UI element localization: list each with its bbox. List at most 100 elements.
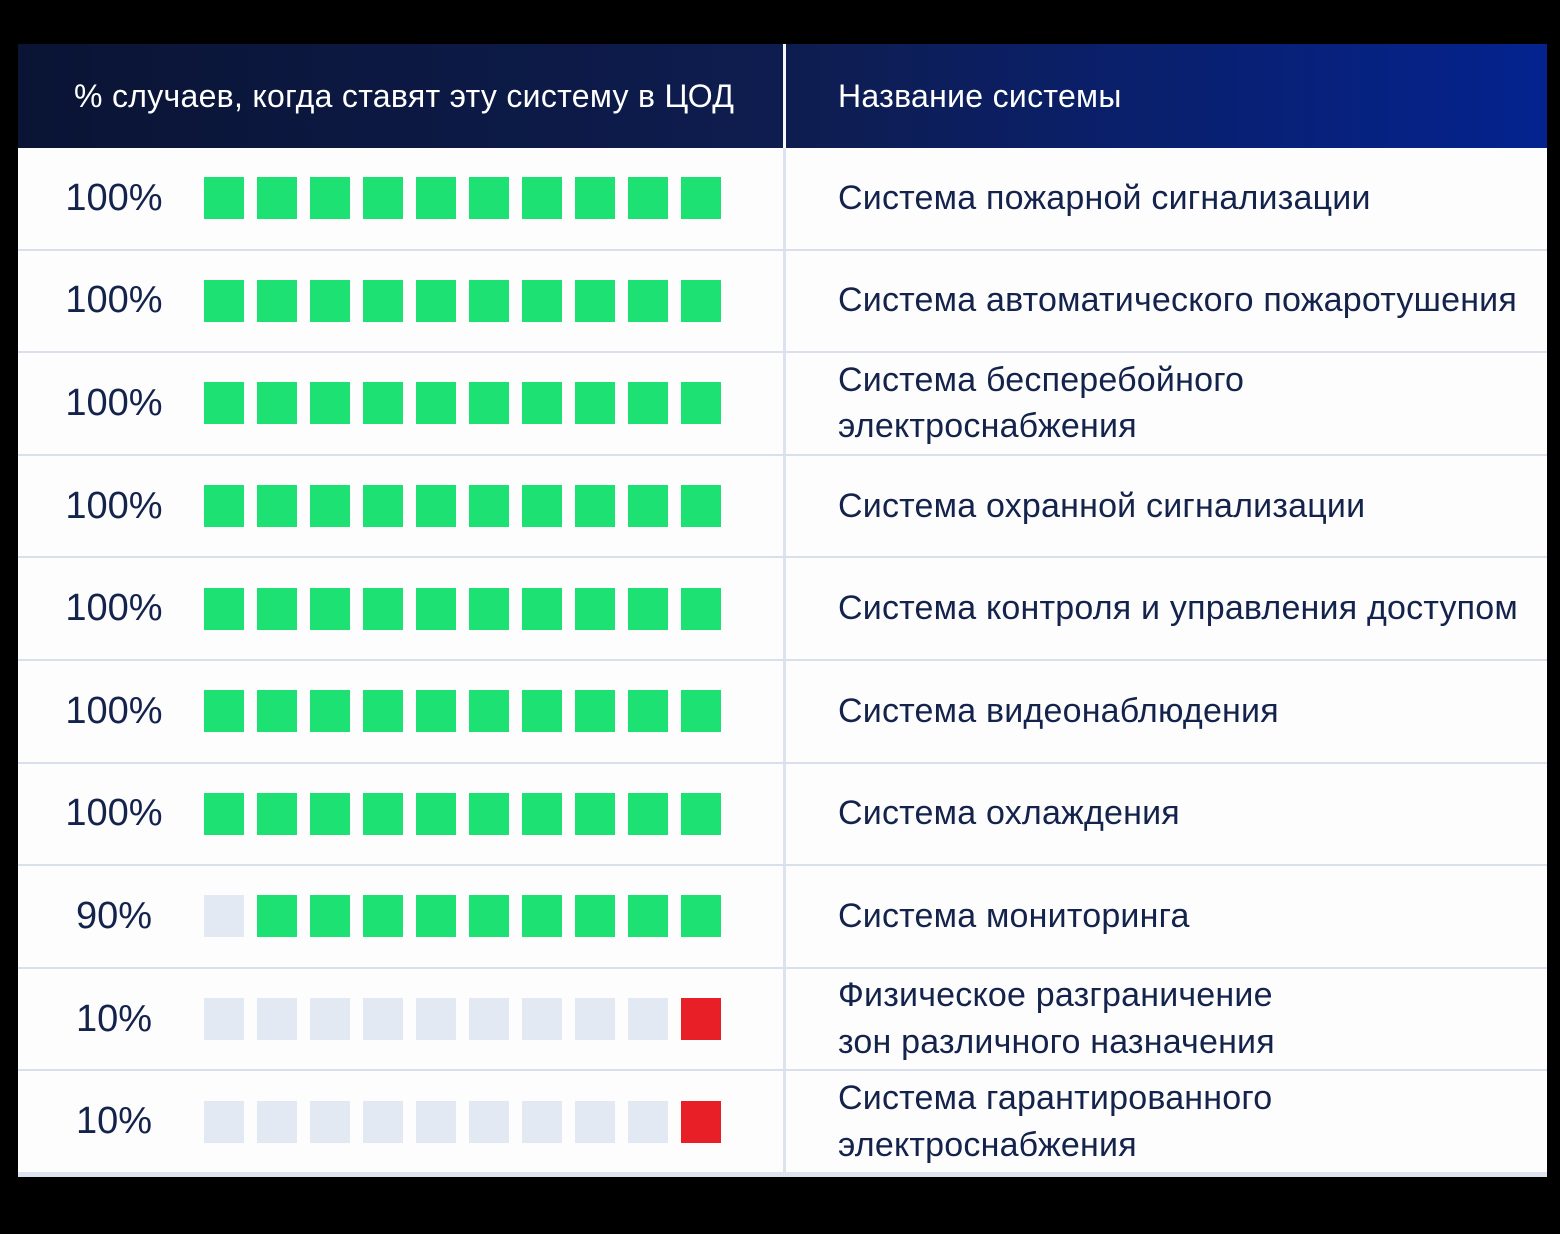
percent-cell: 100% xyxy=(18,148,783,249)
system-name-label: Система контроля и управления доступом xyxy=(838,589,1518,628)
table-row: 100% Система видеонаблюдения xyxy=(18,660,1547,764)
progress-squares xyxy=(204,177,721,220)
name-cell: Система контроля и управления доступом xyxy=(786,558,1547,659)
column-divider xyxy=(783,558,786,659)
column-divider xyxy=(783,763,786,865)
name-cell: Система гарантированного электроснабжени… xyxy=(786,1071,1547,1172)
percent-label: 10% xyxy=(75,997,153,1040)
column-divider xyxy=(783,353,786,454)
progress-square-filled xyxy=(522,485,562,528)
progress-squares xyxy=(204,485,721,528)
progress-square-filled xyxy=(681,998,721,1041)
progress-square-empty xyxy=(522,1100,562,1143)
progress-square-filled xyxy=(681,895,721,938)
name-cell: Система охранной сигнализации xyxy=(786,456,1547,557)
table-row: 10% Система гарантированного электроснаб… xyxy=(18,1071,1547,1172)
progress-square-filled xyxy=(310,177,350,220)
percent-cell: 90% xyxy=(18,866,783,967)
progress-square-filled xyxy=(257,690,297,733)
progress-square-filled xyxy=(522,792,562,835)
table-row: 100% Система автоматического пожаротушен… xyxy=(18,250,1547,354)
percent-label: 10% xyxy=(75,1100,153,1143)
percent-label: 90% xyxy=(75,894,153,937)
progress-square-empty xyxy=(416,998,456,1041)
column-divider xyxy=(783,660,786,762)
progress-square-filled xyxy=(257,177,297,220)
table-row: 100% Система охранной сигнализации xyxy=(18,455,1547,559)
column-divider xyxy=(783,250,786,352)
progress-square-filled xyxy=(257,587,297,630)
system-name-label: Система мониторинга xyxy=(838,897,1190,935)
percent-label: 100% xyxy=(65,484,163,527)
progress-square-filled xyxy=(681,1100,721,1143)
progress-square-empty xyxy=(310,998,350,1041)
progress-square-filled xyxy=(469,485,509,528)
progress-square-filled xyxy=(204,690,244,733)
progress-square-filled xyxy=(363,177,403,220)
progress-square-filled xyxy=(416,587,456,630)
progress-square-filled xyxy=(575,177,615,220)
progress-square-filled xyxy=(363,382,403,425)
progress-square-filled xyxy=(628,792,668,835)
progress-square-filled xyxy=(310,485,350,528)
progress-square-empty xyxy=(204,998,244,1041)
progress-square-empty xyxy=(575,1100,615,1143)
column-divider xyxy=(783,968,786,1070)
progress-squares xyxy=(204,587,721,630)
system-name-label: Система охлаждения xyxy=(838,794,1180,833)
progress-square-empty xyxy=(204,895,244,938)
table-row: 100% Система бесперебойного электроснабж… xyxy=(18,353,1547,456)
column-divider xyxy=(783,866,786,967)
header-column-divider xyxy=(783,44,786,148)
progress-squares xyxy=(204,1100,721,1143)
progress-square-filled xyxy=(416,792,456,835)
system-name-label: Система пожарной сигнализации xyxy=(838,178,1371,217)
systems-table: % случаев, когда ставят эту систему в ЦО… xyxy=(18,44,1547,1177)
percent-cell: 100% xyxy=(18,353,783,454)
progress-square-filled xyxy=(204,177,244,220)
progress-square-filled xyxy=(628,177,668,220)
progress-squares xyxy=(204,895,721,938)
progress-square-filled xyxy=(628,895,668,938)
progress-square-filled xyxy=(628,587,668,630)
system-name-label: Система гарантированного электроснабжени… xyxy=(838,1078,1273,1164)
progress-square-filled xyxy=(257,279,297,322)
percent-label: 100% xyxy=(65,176,163,219)
progress-square-filled xyxy=(363,690,403,733)
table-row: 100% Система контроля и управления досту… xyxy=(18,558,1547,661)
progress-square-empty xyxy=(575,998,615,1041)
progress-square-filled xyxy=(416,279,456,322)
progress-square-filled xyxy=(469,690,509,733)
progress-square-filled xyxy=(469,382,509,425)
progress-square-filled xyxy=(310,279,350,322)
percent-label: 100% xyxy=(65,792,163,835)
system-name-label: Система видеонаблюдения xyxy=(838,691,1279,730)
progress-square-filled xyxy=(522,587,562,630)
progress-square-filled xyxy=(310,587,350,630)
progress-square-filled xyxy=(681,177,721,220)
progress-square-empty xyxy=(363,998,403,1041)
progress-square-filled xyxy=(204,587,244,630)
percent-cell: 100% xyxy=(18,456,783,557)
progress-square-filled xyxy=(575,382,615,425)
column-divider xyxy=(783,455,786,557)
progress-square-empty xyxy=(363,1100,403,1143)
name-cell: Система автоматического пожаротушения xyxy=(786,251,1547,352)
progress-square-filled xyxy=(310,792,350,835)
percent-cell: 100% xyxy=(18,764,783,865)
progress-square-filled xyxy=(681,690,721,733)
progress-square-filled xyxy=(204,382,244,425)
system-name-label: Система бесперебойного электроснабжения xyxy=(838,360,1245,446)
progress-square-filled xyxy=(575,587,615,630)
progress-square-filled xyxy=(575,690,615,733)
progress-square-filled xyxy=(469,177,509,220)
progress-square-filled xyxy=(204,485,244,528)
progress-square-empty xyxy=(628,1100,668,1143)
progress-square-filled xyxy=(628,485,668,528)
progress-square-filled xyxy=(416,382,456,425)
progress-square-empty xyxy=(204,1100,244,1143)
progress-square-filled xyxy=(363,895,403,938)
progress-square-filled xyxy=(257,382,297,425)
system-name-label: Система автоматического пожаротушения xyxy=(838,281,1517,320)
progress-squares xyxy=(204,792,721,835)
